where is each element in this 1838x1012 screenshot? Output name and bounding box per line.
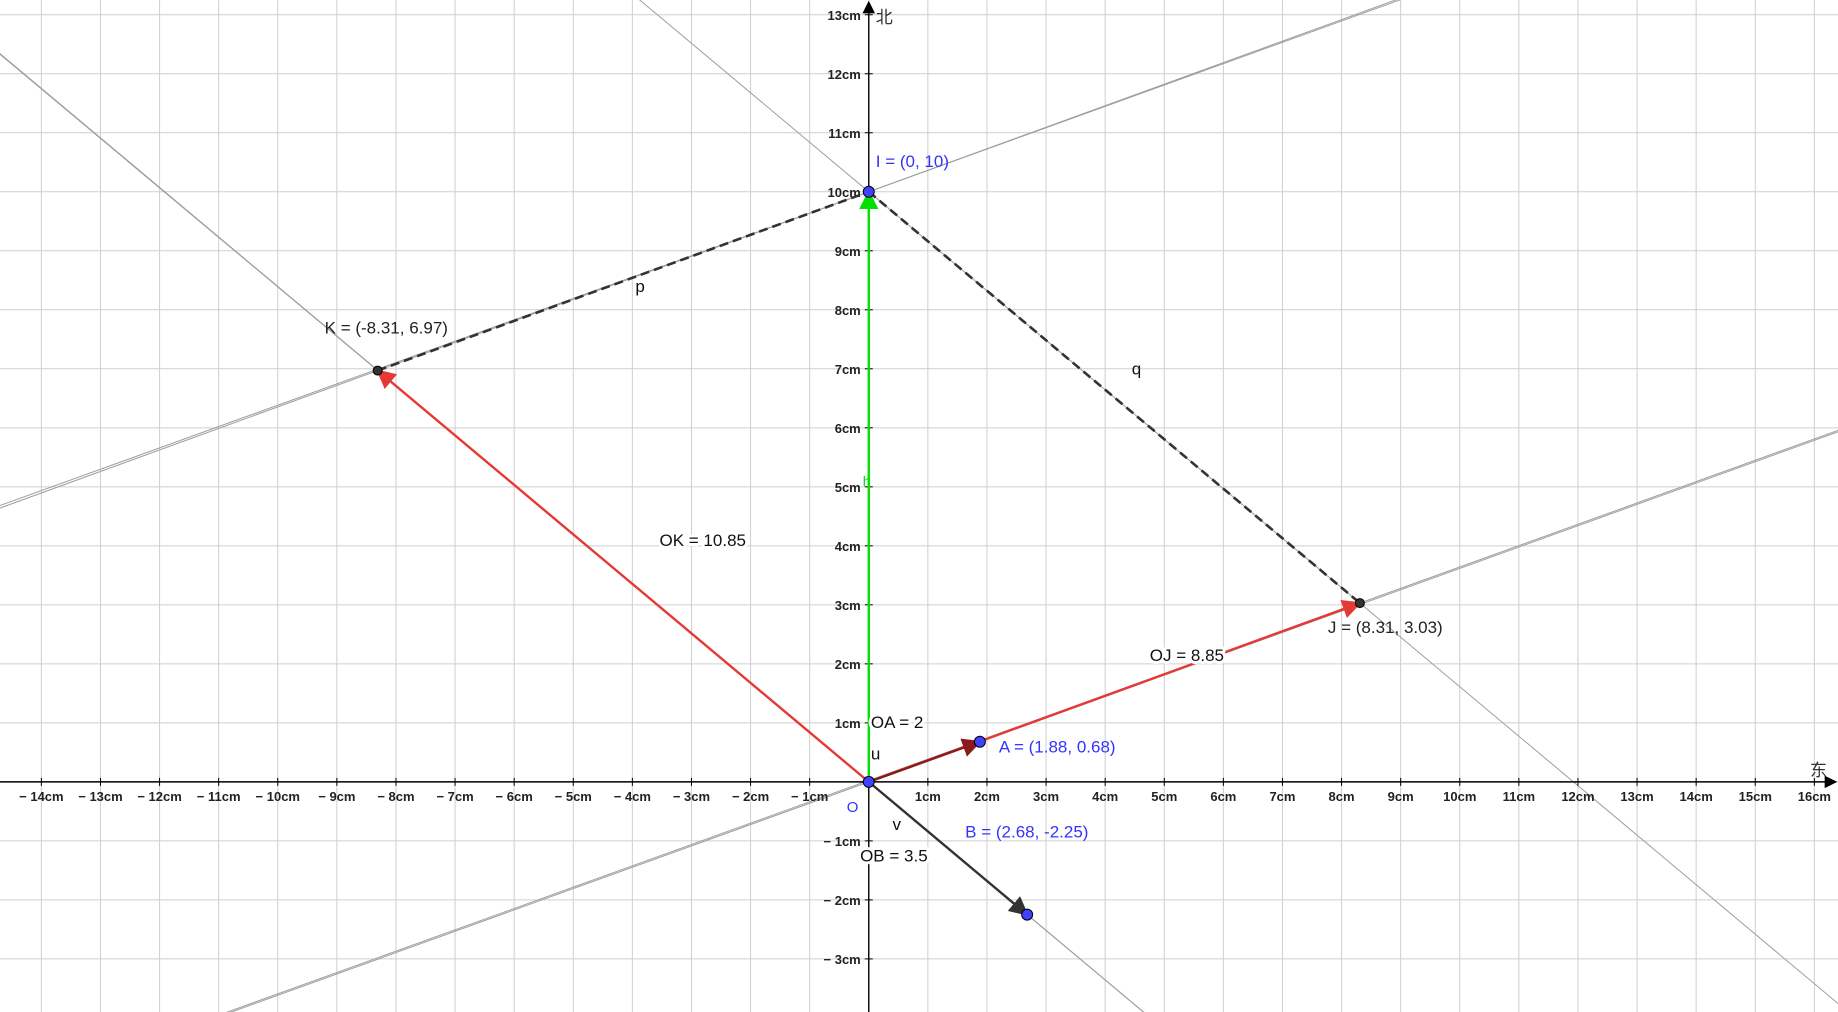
- point-label-J: J = (8.31, 3.03): [1328, 618, 1443, 637]
- y-tick-label: 13cm: [828, 8, 861, 23]
- x-tick-label: − 13cm: [78, 789, 122, 804]
- segment-q[interactable]: [867, 190, 1361, 605]
- y-tick-label: 12cm: [828, 67, 861, 82]
- x-tick-label: 5cm: [1151, 789, 1177, 804]
- x-axis-name: 东: [1810, 761, 1827, 780]
- x-tick-label: 6cm: [1210, 789, 1236, 804]
- point-J[interactable]: [1354, 598, 1365, 609]
- x-tick-label: − 12cm: [137, 789, 181, 804]
- y-tick-label: 5cm: [835, 480, 861, 495]
- point-label-B: B = (2.68, -2.25): [965, 823, 1088, 842]
- x-tick-label: − 7cm: [436, 789, 473, 804]
- y-tick-label: 2cm: [835, 657, 861, 672]
- points[interactable]: [372, 185, 1365, 921]
- vector-label-u: u: [871, 744, 880, 763]
- x-tick-label: 11cm: [1503, 789, 1536, 804]
- dashed-segments[interactable]: [377, 190, 1361, 605]
- y-tick-label: − 1cm: [824, 834, 861, 849]
- point-A[interactable]: [973, 735, 986, 748]
- point-B[interactable]: [1021, 908, 1034, 921]
- vector-label-v: v: [892, 815, 901, 834]
- x-tick-label: 4cm: [1092, 789, 1118, 804]
- x-tick-label: − 14cm: [19, 789, 63, 804]
- segment-label-OA: OA = 2: [871, 713, 923, 732]
- x-tick-label: − 11cm: [197, 789, 241, 804]
- x-tick-label: 9cm: [1388, 789, 1414, 804]
- x-tick-label: − 4cm: [614, 789, 651, 804]
- x-tick-label: 14cm: [1680, 789, 1713, 804]
- vector-OK[interactable]: [376, 369, 870, 783]
- segment-label-OB: OB = 3.5: [860, 846, 928, 865]
- y-tick-label: 7cm: [835, 362, 861, 377]
- y-tick-label: 8cm: [835, 303, 861, 318]
- vector-u[interactable]: [868, 738, 982, 783]
- point-label-K: K = (-8.31, 6.97): [325, 319, 448, 338]
- x-tick-label: 16cm: [1798, 789, 1831, 804]
- y-tick-label: 11cm: [828, 126, 861, 141]
- y-tick-label: 10cm: [828, 185, 861, 200]
- x-tick-label: 2cm: [974, 789, 1000, 804]
- x-tick-label: − 8cm: [377, 789, 414, 804]
- point-K[interactable]: [372, 365, 383, 376]
- point-I[interactable]: [862, 185, 875, 198]
- x-tick-label: 12cm: [1561, 789, 1594, 804]
- x-tick-label: 3cm: [1033, 789, 1059, 804]
- x-tick-label: 15cm: [1739, 789, 1772, 804]
- x-tick-label: − 3cm: [673, 789, 710, 804]
- y-tick-label: 9cm: [835, 244, 861, 259]
- vectors[interactable]: [376, 189, 1362, 916]
- x-tick-label: 1cm: [915, 789, 941, 804]
- origin-label: O: [847, 799, 859, 816]
- vector-label-OJ: OJ = 8.85: [1150, 646, 1224, 665]
- x-tick-label: − 2cm: [732, 789, 769, 804]
- x-tick-label: 8cm: [1329, 789, 1355, 804]
- x-tick-label: 10cm: [1443, 789, 1476, 804]
- x-tick-label: − 5cm: [555, 789, 592, 804]
- labels: I = (0, 10) K = (-8.31, 6.97) J = (8.31,…: [325, 8, 1827, 869]
- vector-v[interactable]: [867, 780, 1029, 916]
- y-tick-label: 1cm: [835, 716, 861, 731]
- x-tick-label: − 9cm: [318, 789, 355, 804]
- vector-label-h: h: [863, 473, 871, 489]
- x-tick-label: 13cm: [1620, 789, 1653, 804]
- segment-label-q: q: [1132, 360, 1141, 379]
- y-tick-label: − 2cm: [824, 893, 861, 908]
- x-tick-label: − 10cm: [256, 789, 300, 804]
- y-tick-label: 6cm: [835, 421, 861, 436]
- vector-label-OK: OK = 10.85: [660, 531, 746, 550]
- y-tick-label: 4cm: [835, 539, 861, 554]
- point-label-A: A = (1.88, 0.68): [999, 738, 1116, 757]
- point-origin[interactable]: [862, 775, 875, 788]
- x-tick-label: 7cm: [1269, 789, 1295, 804]
- point-label-I: I = (0, 10): [876, 152, 949, 171]
- y-axis-name: 北: [876, 8, 893, 27]
- y-tick-label: 3cm: [835, 598, 861, 613]
- segment-label-p: p: [635, 277, 644, 296]
- x-tick-label: − 1cm: [791, 789, 828, 804]
- x-tick-label: − 6cm: [496, 789, 533, 804]
- y-tick-label: − 3cm: [824, 952, 861, 967]
- segment-p[interactable]: [377, 190, 870, 372]
